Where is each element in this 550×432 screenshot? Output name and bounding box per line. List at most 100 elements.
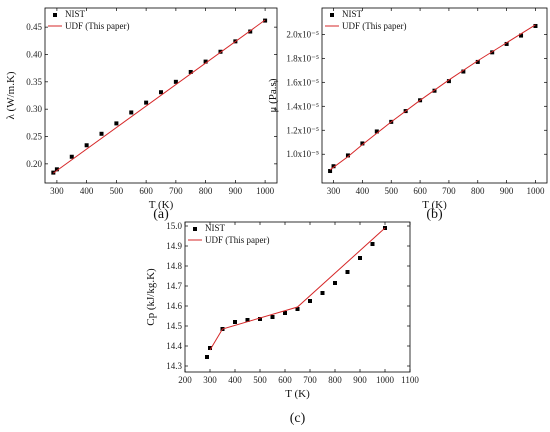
plot-frame: [184, 221, 411, 373]
series-line-udf: [53, 19, 266, 174]
y-axis-label: Cp (kJ/kg.K): [145, 268, 157, 326]
data-point-nist: [345, 153, 350, 158]
y-axis-label: μ (Pa.s): [267, 78, 279, 112]
data-point-nist: [360, 141, 365, 146]
x-axis-label: T (K): [285, 388, 310, 400]
x-tick-label: 700: [303, 375, 317, 385]
panel-label: (b): [426, 207, 443, 222]
data-point-nist: [490, 50, 495, 55]
x-tick-label: 900: [229, 186, 243, 196]
legend-label-nist: NIST: [65, 9, 86, 19]
x-axis-label: T (K): [422, 199, 447, 211]
data-point-nist: [54, 167, 59, 172]
x-tick-label: 800: [471, 186, 485, 196]
y-tick-label: 1.4x10⁻⁵: [286, 101, 319, 111]
x-tick-label: 800: [328, 375, 342, 385]
y-tick-label: 14.7: [166, 281, 182, 291]
data-point-nist: [84, 143, 89, 148]
y-tick-label: 1.8x10⁻⁵: [286, 53, 319, 63]
data-point-nist: [333, 281, 337, 285]
x-tick-label: 600: [139, 186, 153, 196]
x-tick-label: 1000: [526, 186, 545, 196]
legend-marker-nist: [330, 13, 334, 17]
legend-marker-nist: [193, 227, 197, 231]
data-point-nist: [114, 121, 119, 126]
y-tick-label: 0.30: [26, 104, 42, 114]
data-point-nist: [159, 90, 163, 95]
legend-label-nist: NIST: [342, 9, 363, 19]
x-tick-label: 600: [278, 375, 292, 385]
data-point-nist: [374, 129, 379, 134]
x-tick-label: 700: [442, 186, 456, 196]
series-line-udf: [209, 227, 386, 351]
data-point-nist: [475, 59, 480, 64]
x-tick-label: 400: [356, 186, 370, 196]
x-tick-label: 400: [228, 375, 242, 385]
plot-frame: [44, 7, 278, 184]
data-point-nist: [308, 299, 312, 303]
x-tick-label: 300: [50, 186, 64, 196]
data-point-nist: [461, 69, 466, 74]
y-tick-label: 14.3: [166, 361, 182, 371]
data-point-nist: [370, 242, 375, 246]
x-tick-label: 600: [413, 186, 427, 196]
data-point-nist: [283, 311, 287, 315]
x-tick-label: 500: [253, 375, 267, 385]
x-tick-label: 700: [169, 186, 183, 196]
legend-marker-nist: [53, 13, 57, 17]
data-point-nist: [331, 164, 336, 169]
panel-a: 300 400 500 600 700 800 900 1000 0.20 0.25 0.30 0.3…: [5, 7, 278, 222]
data-point-nist: [345, 270, 350, 274]
y-tick-label: 0.20: [26, 159, 42, 169]
x-tick-label: 400: [80, 186, 94, 196]
data-point-nist: [173, 79, 178, 84]
data-point-nist: [358, 256, 362, 260]
y-tick-label: 14.4: [166, 341, 182, 351]
data-point-nist: [208, 346, 212, 350]
data-point-nist: [328, 169, 333, 174]
data-point-nist: [203, 59, 208, 64]
x-tick-label: 300: [327, 186, 341, 196]
data-point-nist: [519, 33, 524, 38]
data-point-nist: [99, 131, 104, 136]
series-line-udf: [329, 24, 536, 171]
y-tick-label: 14.9: [166, 241, 182, 251]
x-tick-label: 900: [500, 186, 514, 196]
x-tick-label: 500: [384, 186, 398, 196]
x-tick-label: 1100: [401, 375, 419, 385]
x-tick-label: 900: [353, 375, 367, 385]
data-point-nist: [144, 100, 149, 105]
panel-label: (c): [290, 411, 306, 426]
data-point-nist: [295, 307, 300, 311]
y-tick-label: 1.2x10⁻⁵: [286, 125, 319, 135]
data-point-nist: [258, 317, 262, 321]
data-point-nist: [69, 154, 74, 159]
data-point-nist: [129, 110, 134, 115]
y-tick-label: 14.6: [166, 301, 182, 311]
data-point-nist: [248, 29, 253, 34]
panel-c: 200 300 400 500 600 700 800 900 1000 1100 14.3 14.4…: [145, 221, 419, 426]
legend-label-udf: UDF (This paper): [342, 21, 407, 31]
legend-label-nist: NIST: [205, 223, 226, 233]
y-tick-label: 0.35: [26, 77, 42, 87]
y-tick-label: 15.0: [166, 221, 182, 231]
data-point-nist: [205, 355, 209, 359]
y-tick-label: 0.40: [26, 49, 42, 59]
data-point-nist: [320, 291, 325, 295]
data-point-nist: [270, 315, 275, 319]
y-tick-label: 2.0x10⁻⁵: [286, 29, 319, 39]
legend-label-udf: UDF (This paper): [65, 21, 130, 31]
y-tick-label: 1.6x10⁻⁵: [286, 77, 319, 87]
x-tick-label: 800: [199, 186, 213, 196]
data-point-nist: [504, 41, 509, 46]
x-tick-label: 200: [178, 375, 192, 385]
data-point-nist: [533, 23, 538, 28]
data-point-nist: [188, 69, 193, 74]
x-tick-label: 300: [203, 375, 217, 385]
panel-b: 300 400 500 600 700 800 900 1000 1.0x10⁻⁵ 1.2x10⁻…: [267, 7, 548, 222]
data-point-nist: [446, 79, 451, 84]
x-tick-label: 1000: [376, 375, 395, 385]
data-point-nist: [233, 320, 237, 324]
x-tick-label: 500: [110, 186, 124, 196]
